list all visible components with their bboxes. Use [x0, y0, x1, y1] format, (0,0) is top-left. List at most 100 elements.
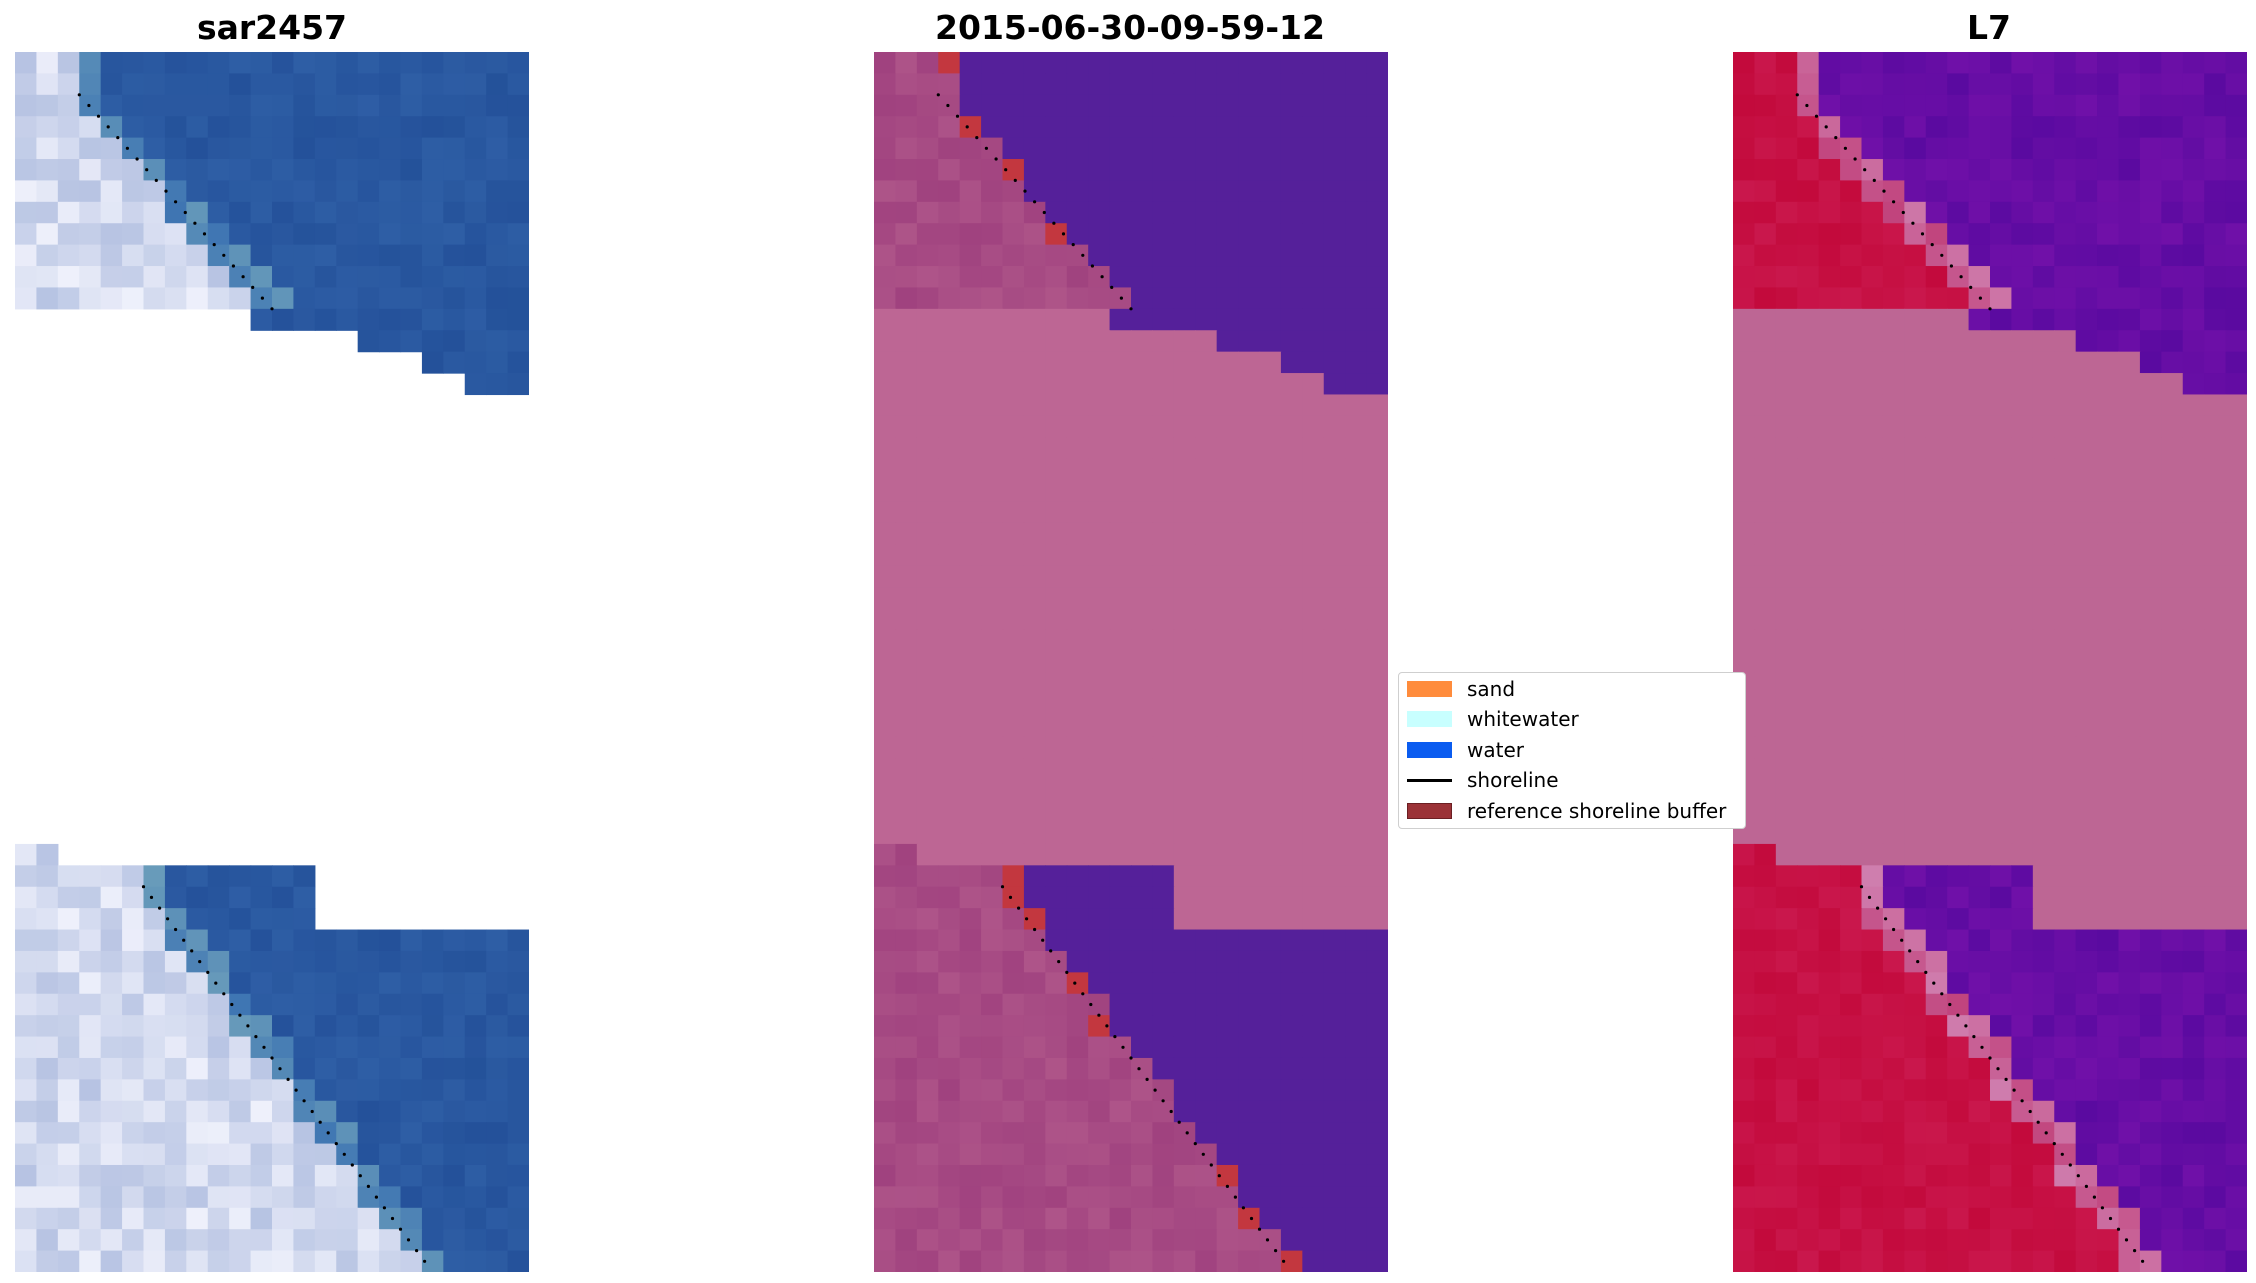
- nodata-pixel: [1216, 458, 1239, 481]
- nodata-pixel: [2225, 843, 2247, 866]
- index-pixel: [1733, 1143, 1756, 1166]
- shoreline-point: [1233, 1195, 1237, 1199]
- nodata-pixel: [1861, 480, 1884, 503]
- sar-pixel: [57, 950, 80, 973]
- sar-pixel: [57, 1186, 80, 1209]
- index-pixel: [2054, 1100, 2077, 1123]
- index-pixel: [1797, 1057, 1820, 1080]
- index-pixel: [1968, 950, 1991, 973]
- sar-pixel: [293, 1036, 316, 1059]
- sar-pixel: [357, 1057, 380, 1080]
- sar-image-panel: [15, 52, 529, 1272]
- class-pixel: [1302, 1229, 1325, 1252]
- nodata-pixel: [1173, 501, 1196, 524]
- nodata-pixel: [1066, 801, 1089, 824]
- class-pixel: [1366, 950, 1388, 973]
- nodata-pixel: [1280, 544, 1303, 567]
- index-pixel: [1968, 1100, 1991, 1123]
- index-pixel: [1775, 1079, 1798, 1102]
- nodata-pixel: [2139, 437, 2162, 460]
- nodata-pixel: [1002, 587, 1025, 610]
- nodata-pixel: [1904, 501, 1927, 524]
- class-pixel: [1131, 929, 1154, 952]
- nodata-pixel: [1904, 415, 1927, 438]
- class-pixel: [874, 929, 897, 952]
- index-pixel: [1904, 223, 1927, 246]
- nodata-pixel: [895, 330, 918, 353]
- legend-item-whitewater: whitewater: [1407, 707, 1579, 731]
- class-pixel: [1259, 116, 1282, 139]
- nodata-pixel: [938, 437, 961, 460]
- class-pixel: [1088, 94, 1111, 117]
- nodata-pixel: [2161, 480, 2184, 503]
- class-pixel: [959, 52, 982, 74]
- class-pixel: [874, 908, 897, 931]
- index-pixel: [1882, 993, 1905, 1016]
- sar-pixel: [100, 1057, 123, 1080]
- sar-pixel: [357, 137, 380, 160]
- nodata-pixel: [2118, 394, 2141, 417]
- nodata-pixel: [938, 779, 961, 802]
- index-pixel: [2225, 1229, 2247, 1252]
- index-pixel: [1904, 180, 1927, 203]
- sar-pixel: [443, 223, 466, 246]
- class-pixel: [1195, 1079, 1218, 1102]
- nodata-pixel: [1733, 565, 1756, 588]
- sar-pixel: [443, 1057, 466, 1080]
- nodata-pixel: [1754, 608, 1777, 631]
- nodata-pixel: [1216, 651, 1239, 674]
- class-pixel: [916, 180, 939, 203]
- index-pixel: [1968, 223, 1991, 246]
- sar-pixel: [443, 950, 466, 973]
- class-pixel: [1173, 1229, 1196, 1252]
- sar-pixel: [464, 287, 487, 310]
- nodata-pixel: [1238, 351, 1261, 374]
- nodata-pixel: [2182, 865, 2205, 888]
- class-pixel: [1109, 972, 1132, 995]
- sar-pixel: [57, 94, 80, 117]
- sar-pixel: [357, 180, 380, 203]
- shoreline-point: [1901, 210, 1905, 215]
- nodata-pixel: [2011, 629, 2034, 652]
- sar-pixel: [293, 137, 316, 160]
- index-pixel: [1904, 137, 1927, 160]
- sar-pixel: [507, 929, 529, 952]
- nodata-pixel: [2032, 801, 2055, 824]
- nodata-pixel: [874, 779, 897, 802]
- nodata-pixel: [1818, 437, 1841, 460]
- nodata-pixel: [1323, 822, 1346, 845]
- sar-pixel: [357, 116, 380, 139]
- index-pixel: [1882, 244, 1905, 267]
- index-pixel: [2075, 929, 2098, 952]
- class-pixel: [1002, 1079, 1025, 1102]
- index-pixel: [1775, 287, 1798, 310]
- class-pixel: [1152, 73, 1175, 96]
- class-pixel: [874, 73, 897, 96]
- sar-pixel: [207, 1186, 230, 1209]
- index-pixel: [2054, 993, 2077, 1016]
- class-pixel: [1302, 1122, 1325, 1145]
- nodata-pixel: [2139, 587, 2162, 610]
- class-pixel: [916, 1143, 939, 1166]
- nodata-pixel: [1733, 501, 1756, 524]
- index-pixel: [1733, 865, 1756, 888]
- nodata-pixel: [1797, 843, 1820, 866]
- class-pixel: [1066, 1057, 1089, 1080]
- index-pixel: [2161, 266, 2184, 289]
- sar-pixel: [272, 223, 295, 246]
- sar-pixel: [229, 1250, 252, 1272]
- class-pixel: [981, 287, 1004, 310]
- index-pixel: [1882, 159, 1905, 182]
- shoreline-point: [193, 221, 197, 225]
- shoreline-point: [1100, 275, 1104, 279]
- nodata-pixel: [2139, 544, 2162, 567]
- nodata-pixel: [1216, 373, 1239, 396]
- class-pixel: [938, 1229, 961, 1252]
- class-pixel: [1066, 1250, 1089, 1272]
- nodata-pixel: [1904, 351, 1927, 374]
- nodata-pixel: [2054, 908, 2077, 931]
- nodata-pixel: [2054, 886, 2077, 909]
- nodata-pixel: [1173, 672, 1196, 695]
- nodata-pixel: [1173, 415, 1196, 438]
- index-pixel: [2204, 1057, 2227, 1080]
